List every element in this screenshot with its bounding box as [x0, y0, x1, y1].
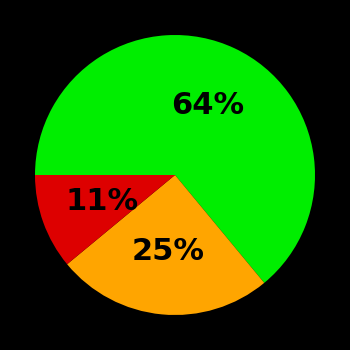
Wedge shape: [35, 35, 315, 283]
Wedge shape: [35, 175, 175, 264]
Text: 25%: 25%: [131, 237, 204, 266]
Text: 11%: 11%: [66, 187, 139, 216]
Text: 64%: 64%: [171, 91, 244, 120]
Wedge shape: [67, 175, 264, 315]
